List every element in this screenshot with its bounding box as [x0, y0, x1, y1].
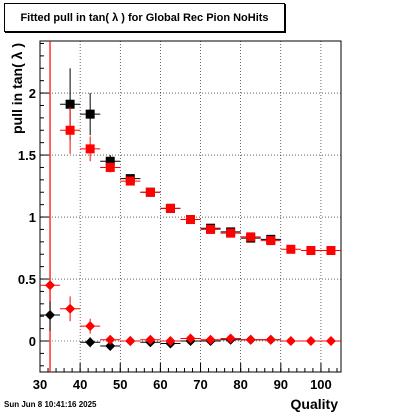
data-point-square [145, 187, 155, 197]
x-tick-label: 100 [310, 377, 332, 392]
data-point-diamond [45, 280, 56, 291]
plot-frame [39, 40, 342, 373]
x-tick-label: 50 [113, 377, 127, 392]
data-point-square [206, 224, 216, 234]
data-point-diamond [305, 336, 316, 347]
data-point-square [266, 236, 276, 246]
data-point-square [65, 99, 75, 109]
data-point-square [85, 144, 95, 154]
data-point-diamond [85, 321, 96, 332]
x-tick-label: 70 [193, 377, 207, 392]
data-point-diamond [205, 334, 216, 345]
y-tick-label: 1.5 [18, 148, 36, 163]
data-point-square [125, 176, 135, 186]
data-point-square [326, 246, 336, 256]
chart-title: Fitted pull in tan( λ ) for Global Rec P… [4, 3, 285, 32]
x-tick-label: 60 [153, 377, 167, 392]
data-point-diamond [165, 336, 176, 347]
data-point-square [286, 244, 296, 254]
data-point-diamond [325, 336, 336, 347]
data-point-diamond [245, 334, 256, 345]
data-point-square [105, 156, 115, 166]
x-tick-label: 90 [274, 377, 288, 392]
data-point-diamond [265, 334, 276, 345]
data-point-square [105, 162, 115, 172]
data-point-diamond [45, 309, 56, 320]
y-tick-label: 1 [29, 210, 36, 225]
data-point-square [65, 125, 75, 135]
x-tick-label: 40 [73, 377, 87, 392]
data-point-square [165, 203, 175, 213]
data-point-diamond [105, 340, 116, 351]
data-point-square [186, 215, 195, 225]
y-axis-label: pull in tan( λ ) [9, 43, 25, 134]
data-point-square [306, 246, 316, 256]
x-axis-label: Quality [290, 396, 338, 412]
y-tick-label: 2 [29, 86, 36, 101]
data-point-diamond [225, 333, 236, 344]
data-point-diamond [145, 334, 156, 345]
timestamp: Sun Jun 8 10:41:16 2025 [4, 400, 97, 409]
data-point-diamond [85, 337, 96, 348]
data-point-diamond [285, 336, 296, 347]
data-point-diamond [105, 334, 116, 345]
data-point-diamond [125, 336, 136, 347]
x-tick-label: 30 [33, 377, 47, 392]
y-tick-label: 0.5 [18, 272, 36, 287]
data-point-diamond [65, 303, 76, 314]
data-point-square [85, 109, 95, 119]
data-point-square [226, 228, 236, 238]
data-point-square [246, 232, 256, 242]
data-point-diamond [185, 333, 196, 344]
x-tick-label: 80 [233, 377, 247, 392]
y-tick-label: 0 [29, 334, 36, 349]
